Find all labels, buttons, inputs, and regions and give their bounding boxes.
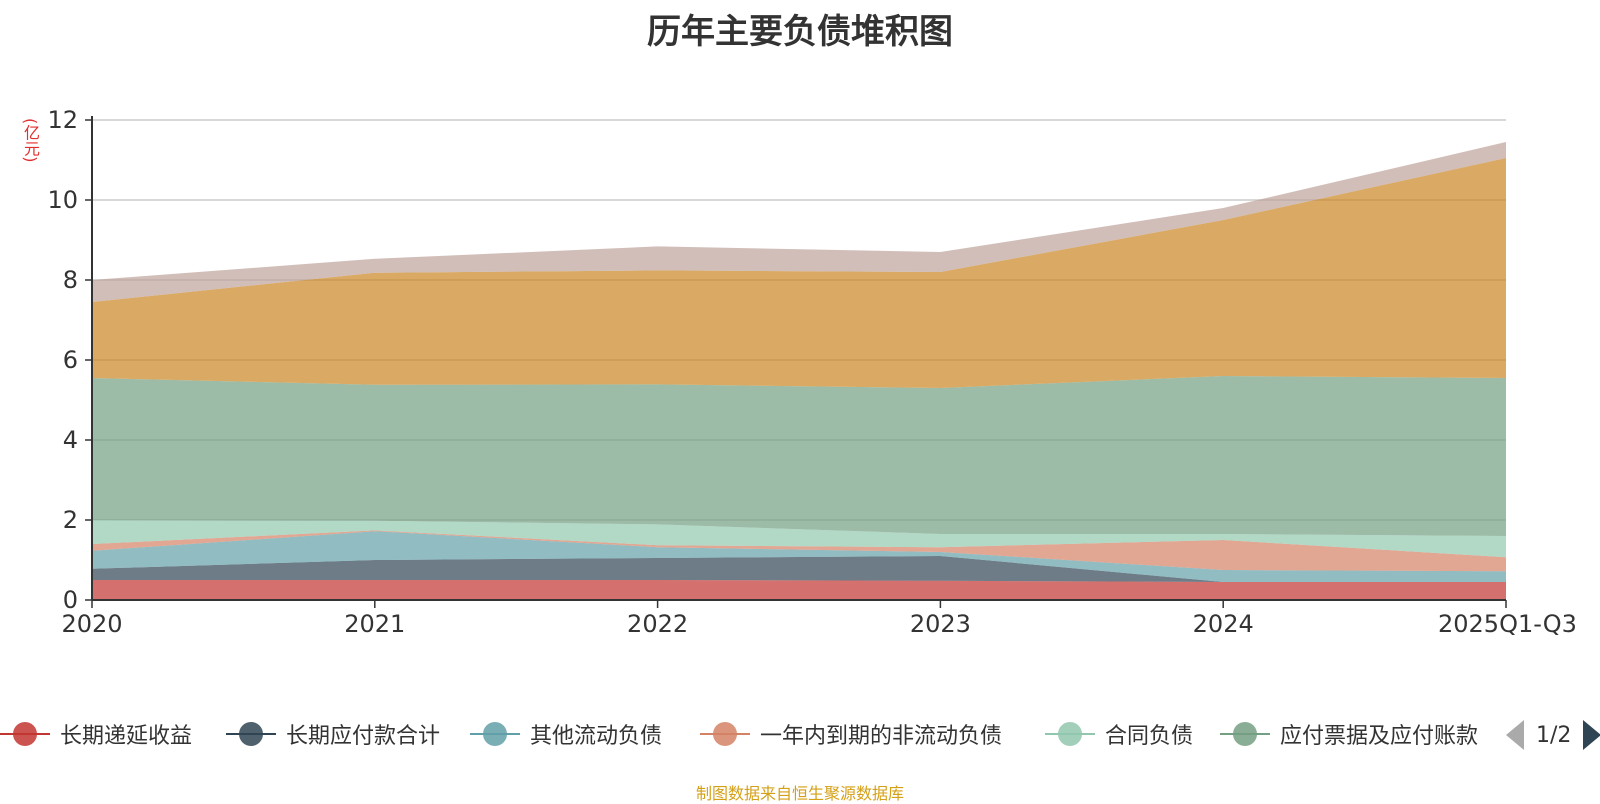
y-tick-label: 12 [47,106,78,134]
legend-marker-icon [226,719,276,749]
area-series [92,158,1506,388]
legend-pager: 1/2 [1506,718,1600,752]
legend-item[interactable]: 应付票据及应付账款 [1220,714,1478,754]
legend-item[interactable]: 一年内到期的非流动负债 [700,714,1002,754]
x-tick-label: 2020 [61,610,122,638]
area-series [92,556,1506,582]
y-tick-label: 4 [63,426,78,454]
chart-title: 历年主要负债堆积图 [647,12,953,52]
source-note: 制图数据来自恒生聚源数据库 [695,784,904,803]
legend-marker-icon [470,719,520,749]
area-series [92,530,1506,572]
x-tick-label: 2024 [1193,610,1254,638]
x-tick-label: 2022 [627,610,688,638]
legend-marker-icon [700,719,750,749]
legend-marker-icon [1045,719,1095,749]
y-tick-label: 2 [63,506,78,534]
legend-label: 应付票据及应付账款 [1280,724,1479,749]
x-tick-label: 2025Q1-Q3 [1438,610,1577,638]
legend-item[interactable]: 长期应付款合计 [226,714,440,754]
area-series [92,142,1506,302]
x-tick-label: 2021 [344,610,405,638]
legend-label: 长期递延收益 [60,724,193,749]
y-tick-label: 8 [63,266,78,294]
area-layer [92,142,1506,600]
legend-item[interactable]: 其他流动负债 [470,714,662,754]
legend-label: 合同负债 [1105,724,1194,749]
y-tick-label: 6 [63,346,78,374]
y-tick-label: 0 [63,586,78,614]
y-tick-label: 10 [47,186,78,214]
legend-item[interactable]: 长期递延收益 [0,714,192,754]
legend-label: 一年内到期的非流动负债 [760,724,1003,749]
legend-marker-icon [1220,719,1270,749]
area-series [92,531,1506,582]
area-series [92,376,1506,536]
legend-label: 其他流动负债 [530,724,663,749]
legend-prev-arrow-icon[interactable] [1506,720,1524,750]
legend: 长期递延收益 长期应付款合计 其他流动负债 一年内到期的非流动负债 合同负债 应付票据及应… [0,714,1510,754]
legend-page-indicator: 1/2 [1536,722,1572,748]
x-tick-label: 2023 [910,610,971,638]
y-axis-unit: (亿元) [21,118,40,163]
legend-label: 长期应付款合计 [286,724,441,749]
legend-marker-icon [0,719,50,749]
area-series [92,520,1506,558]
legend-next-arrow-icon[interactable] [1583,720,1600,750]
area-series [92,580,1506,600]
axis-layer: 0 2 4 6 8 10 12 2020 2021 2022 2023 2024 2025Q1-Q3 [47,106,1576,638]
legend-item[interactable]: 合同负债 [1045,714,1193,754]
